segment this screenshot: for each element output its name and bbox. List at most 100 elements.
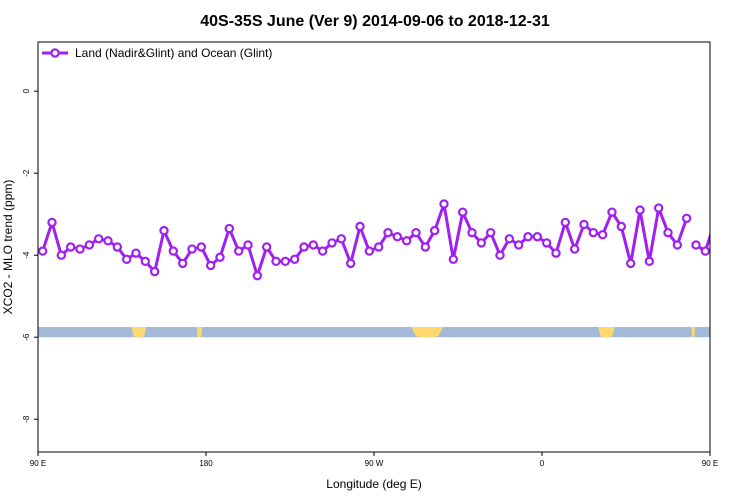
data-point [523, 232, 533, 242]
y-tick-label: -6 [22, 333, 31, 341]
data-point [47, 217, 57, 228]
data-point [233, 246, 244, 256]
data-point [476, 238, 487, 248]
data-point [709, 221, 710, 223]
data-point [720, 252, 727, 259]
data-point [392, 232, 403, 242]
data-point [616, 221, 627, 232]
x-axis-label: Longitude (deg E) [326, 477, 421, 491]
data-point [205, 260, 216, 271]
data-point [364, 246, 375, 256]
data-point [411, 227, 421, 238]
data-point [56, 250, 67, 260]
x-tick-label: 90 E [702, 459, 718, 468]
legend-label: Land (Nadir&Glint) and Ocean (Glint) [75, 46, 272, 60]
data-point [75, 244, 85, 254]
data-point [317, 246, 328, 256]
data-point [429, 225, 440, 236]
y-tick-label: 0 [22, 88, 31, 93]
data-point [65, 242, 76, 252]
data-point [700, 246, 710, 256]
y-tick-label: -8 [22, 415, 31, 423]
data-point [663, 227, 673, 238]
data-point [467, 227, 477, 238]
data-point [691, 240, 701, 250]
data-point [513, 240, 524, 250]
land-patch [411, 326, 444, 338]
data-point [560, 217, 571, 228]
data-point [224, 223, 235, 234]
data-point [159, 225, 169, 236]
data-point [588, 227, 599, 238]
data-point [103, 236, 113, 246]
plot-frame [37, 41, 711, 453]
data-point [448, 254, 459, 264]
data-point [38, 246, 48, 256]
y-axis-label: XCO2 - MLO trend (ppm) [1, 180, 15, 315]
land-patch [131, 326, 147, 338]
data-point [579, 219, 589, 230]
data-point [280, 256, 291, 267]
data-point [730, 243, 737, 250]
x-tick-label: 90 E [30, 459, 46, 468]
data-point [289, 254, 300, 264]
data-point [504, 234, 515, 244]
data-point [121, 254, 132, 264]
data-point [653, 203, 664, 213]
data-point [196, 242, 207, 252]
data-point [681, 213, 692, 223]
data-point [644, 256, 655, 267]
data-point [532, 232, 543, 242]
data-point [243, 240, 253, 250]
series-line [41, 202, 689, 278]
data-point [383, 227, 393, 238]
data-point [131, 248, 141, 258]
series-layer [38, 199, 746, 281]
ocean-band [38, 326, 710, 338]
land-patch [598, 326, 615, 338]
data-point [401, 236, 412, 246]
y-tick-label: -4 [22, 251, 31, 259]
data-point [177, 258, 188, 269]
data-point [345, 258, 356, 269]
data-point [252, 271, 263, 281]
data-point [739, 245, 746, 252]
chart-title: 40S-35S June (Ver 9) 2014-09-06 to 2018-… [200, 13, 550, 30]
axes: 90 E 180 90 W 0 90 E 0 -2 -4 -6 -8 [22, 88, 718, 468]
data-point [485, 227, 496, 238]
land-patch [196, 326, 203, 338]
data-point [84, 240, 95, 250]
data-point [635, 205, 645, 215]
data-point [93, 234, 104, 244]
data-point [420, 242, 431, 252]
land-ocean-band [38, 326, 710, 338]
data-point [168, 246, 179, 256]
data-point [625, 258, 636, 269]
data-point [215, 252, 225, 262]
data-point [187, 244, 197, 254]
data-point [327, 238, 337, 248]
data-point [261, 242, 272, 252]
data-point [149, 266, 160, 277]
data-point [457, 207, 468, 217]
data-point [140, 256, 151, 267]
data-point [355, 221, 365, 232]
data-point [495, 250, 505, 260]
land-patch [691, 326, 696, 338]
data-point [597, 229, 608, 240]
y-tick-label: -2 [22, 169, 31, 177]
data-point [569, 244, 580, 254]
legend: Land (Nadir&Glint) and Ocean (Glint) [42, 46, 272, 60]
data-point [551, 248, 561, 258]
data-point [336, 234, 347, 244]
legend-marker [50, 48, 60, 58]
data-point [299, 242, 309, 252]
data-point [607, 207, 617, 217]
data-point [672, 240, 683, 250]
x-tick-label: 0 [540, 459, 545, 468]
data-point [308, 240, 319, 250]
data-point [541, 238, 552, 248]
data-point [373, 242, 384, 252]
data-point [112, 242, 123, 252]
